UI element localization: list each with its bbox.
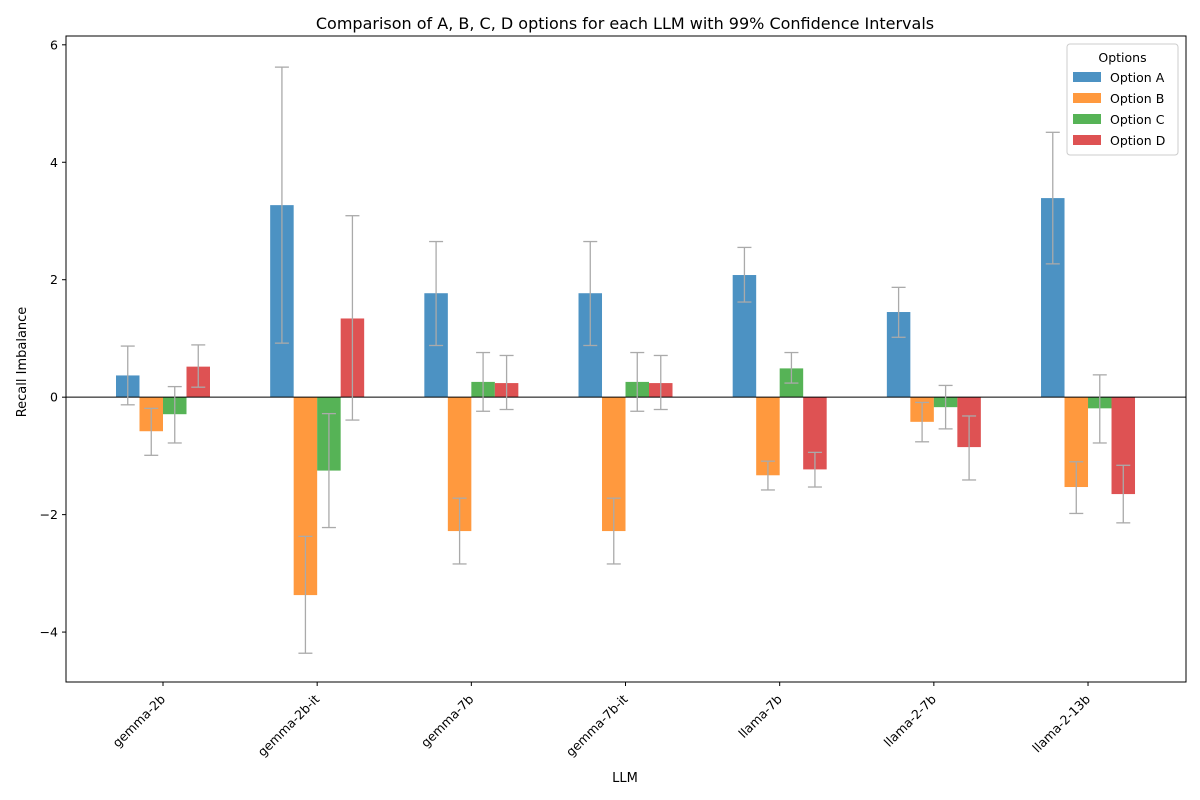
x-tick-label: gemma-2b-it xyxy=(254,691,322,759)
legend-swatch xyxy=(1073,93,1101,103)
legend-swatch xyxy=(1073,135,1101,145)
y-tick-label: 6 xyxy=(50,37,58,52)
legend-label: Option D xyxy=(1110,133,1165,148)
chart-title: Comparison of A, B, C, D options for eac… xyxy=(316,14,934,33)
x-tick-label: llama-7b xyxy=(735,691,784,740)
bar xyxy=(1064,397,1089,488)
x-tick-label: llama-2-7b xyxy=(881,691,939,749)
y-tick-label: −4 xyxy=(40,625,58,640)
legend-swatch xyxy=(1073,72,1101,82)
x-axis-label: LLM xyxy=(612,771,638,786)
bar xyxy=(293,397,318,596)
legend: Options Option A Option B Option C Option D xyxy=(1066,43,1179,156)
bar xyxy=(756,397,780,476)
legend-label: Option C xyxy=(1110,112,1165,127)
bar xyxy=(732,275,757,398)
plot-area: −4 −2 0 2 4 6 gemma-2b gemma-2b-it gemma-7b gemma… xyxy=(40,35,1187,759)
y-tick-label: 4 xyxy=(50,155,58,170)
bar xyxy=(1111,397,1136,495)
y-axis-label: Recall Imbalance xyxy=(15,307,30,418)
x-tick-label: gemma-2b xyxy=(109,691,168,750)
legend-label: Option A xyxy=(1110,70,1165,85)
legend-label: Option B xyxy=(1110,91,1164,106)
plot-frame xyxy=(65,35,1187,683)
bar xyxy=(886,312,911,398)
legend-title: Options xyxy=(1098,50,1146,65)
y-tick-label: 2 xyxy=(50,272,58,287)
x-tick-label: gemma-7b-it xyxy=(563,691,631,759)
x-tick-label: gemma-7b xyxy=(418,691,477,750)
y-tick-label: 0 xyxy=(50,390,58,405)
legend-box xyxy=(1066,43,1179,156)
bar xyxy=(1041,198,1065,398)
y-tick-label: −2 xyxy=(40,507,58,522)
x-tick-label: llama-2-13b xyxy=(1029,691,1093,755)
legend-swatch xyxy=(1073,114,1101,124)
bar xyxy=(803,397,827,470)
